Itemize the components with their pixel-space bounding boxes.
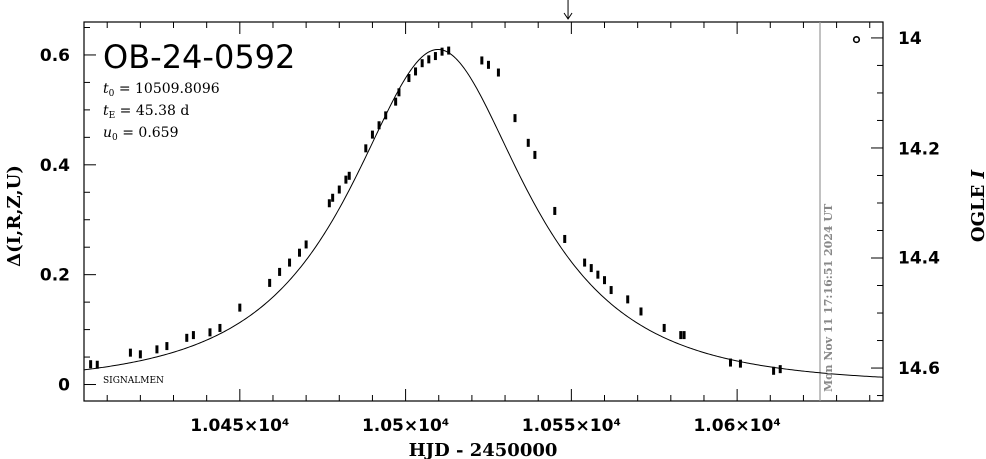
data-point (589, 264, 593, 273)
data-point (394, 97, 398, 106)
data-point (304, 240, 308, 249)
data-point (626, 295, 630, 304)
axis-ticks (84, 22, 883, 401)
y-tick-label: 0.6 (40, 46, 70, 66)
data-point (95, 360, 99, 369)
data-point (268, 278, 272, 287)
data-point (337, 185, 341, 194)
x-axis-label: HJD - 2450000 (409, 440, 558, 459)
data-point (662, 323, 666, 332)
data-point (433, 52, 437, 61)
x-tick-labels: 1.045×10⁴ 1.05×10⁴ 1.055×10⁴ 1.06×10⁴ (190, 416, 781, 436)
data-point (526, 138, 530, 147)
data-point (331, 193, 335, 202)
data-point (278, 267, 282, 276)
model-curve (83, 48, 884, 378)
data-point (138, 350, 142, 359)
data-point (364, 144, 368, 153)
signalmen-label: SIGNALMEN (103, 376, 164, 386)
y-tick-labels: 0 0.2 0.4 0.6 (40, 46, 70, 396)
right-tick-labels: 14 14.2 14.4 14.6 (898, 29, 940, 379)
data-point (420, 59, 424, 68)
x-tick-label: 1.045×10⁴ (190, 416, 289, 436)
right-tick-label: 14.2 (898, 139, 940, 159)
data-point (238, 303, 242, 312)
timestamp-label: Mon Nov 11 17:16:51 2024 UT (822, 203, 835, 392)
data-point (370, 130, 374, 139)
y-axis-label-right: OGLE I (968, 169, 986, 242)
data-point (679, 331, 683, 340)
x-tick-label: 1.055×10⁴ (522, 416, 621, 436)
data-point (639, 307, 643, 316)
right-tick-label: 14.6 (898, 359, 940, 379)
data-points (89, 46, 782, 375)
param-tE: tE = 45.38 d (103, 103, 189, 121)
data-point (414, 67, 418, 76)
data-point (447, 46, 451, 55)
x-tick-label: 1.05×10⁴ (362, 416, 449, 436)
peak-arrow-head (563, 12, 573, 20)
data-point (377, 121, 381, 130)
plot-frame (83, 21, 884, 402)
data-point (596, 270, 600, 279)
data-point (440, 47, 444, 56)
event-title: OB-24-0592 (103, 38, 295, 76)
param-t0: t0 = 10509.8096 (103, 81, 220, 99)
data-point (513, 114, 517, 123)
data-point (344, 175, 348, 184)
data-point (297, 248, 301, 257)
data-point (427, 55, 431, 64)
data-point (480, 56, 484, 65)
right-tick-label: 14.4 (898, 249, 940, 269)
data-point (533, 150, 537, 159)
data-point (347, 171, 351, 180)
data-point (778, 365, 782, 374)
data-point (165, 342, 169, 351)
data-point (603, 276, 607, 285)
y-tick-label: 0 (58, 376, 70, 396)
data-point (218, 323, 222, 332)
y-tick-label: 0.2 (40, 266, 70, 286)
data-point (288, 258, 292, 267)
data-point (682, 331, 686, 340)
data-point (185, 333, 189, 342)
data-point (496, 68, 500, 77)
data-point (486, 60, 490, 69)
data-point (155, 345, 159, 354)
y-axis-label-left: Δ(I,R,Z,U) (4, 165, 25, 267)
data-point (89, 360, 93, 369)
data-point (128, 348, 132, 357)
data-point (609, 286, 613, 295)
data-point (191, 331, 195, 340)
data-point (728, 358, 732, 367)
data-point (397, 88, 401, 97)
data-point (208, 328, 212, 337)
x-tick-label: 1.06×10⁴ (693, 416, 780, 436)
open-circle-marker (852, 35, 861, 44)
data-point (553, 206, 557, 215)
right-tick-label: 14 (898, 29, 922, 49)
data-point (563, 234, 567, 243)
data-point (583, 258, 587, 267)
data-point (407, 74, 411, 83)
data-point (772, 366, 776, 375)
y-tick-label: 0.4 (40, 156, 70, 176)
data-point (327, 199, 331, 208)
data-point (384, 111, 388, 120)
data-point (738, 359, 742, 368)
param-u0: u0 = 0.659 (103, 125, 179, 143)
